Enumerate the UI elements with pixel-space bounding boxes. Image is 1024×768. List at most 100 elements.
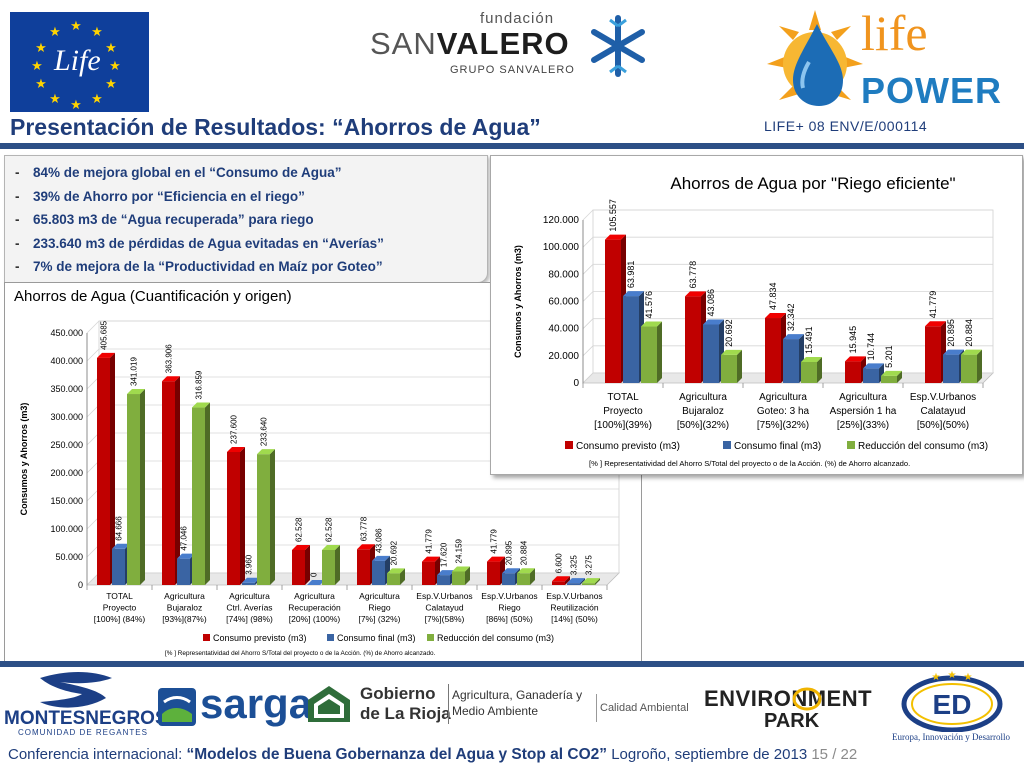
bar-0-1 <box>623 296 639 383</box>
sarga-emblem-icon <box>158 688 196 726</box>
legend-swatch <box>723 441 731 449</box>
category-label: Agricultura <box>164 591 205 601</box>
data-label: 63.778 <box>688 261 698 289</box>
category-label: [86%] (50%) <box>486 614 533 624</box>
bar-top-0-0 <box>97 352 115 358</box>
fundacion-name: SANVALERO <box>370 26 570 62</box>
bullet-dash: - <box>15 235 20 251</box>
legend-label: Reducción del consumo (m3) <box>858 441 988 452</box>
bar-top-3-0 <box>292 544 310 550</box>
bullet-text: 65.803 m3 de “Agua recuperada” para rieg… <box>33 212 314 228</box>
category-label: Calatayud <box>425 603 464 613</box>
fundacion-group-text: GRUPO SANVALERO <box>450 64 575 76</box>
bar-3-0 <box>845 361 861 383</box>
legend-label: Consumo previsto (m3) <box>576 441 680 452</box>
bar-top-3-1 <box>863 363 884 369</box>
data-label: 0 <box>310 572 319 577</box>
gridline <box>582 236 993 248</box>
svg-text:★: ★ <box>49 91 61 106</box>
legend-swatch <box>327 634 334 641</box>
y-axis-label: Consumos y Ahorros (m3) <box>19 403 29 516</box>
key-result-item: -39% de Ahorro por “Eficiencia en el rie… <box>15 185 487 209</box>
category-label: Agricultura <box>679 392 727 403</box>
data-label: 63.981 <box>626 261 636 289</box>
agricultura-line-1: Agricultura, Ganadería y <box>452 688 583 702</box>
data-label: 405.685 <box>100 320 109 349</box>
bar-top-0-0 <box>605 234 626 240</box>
bar-6-0 <box>487 561 500 585</box>
y-tick-label: 20.000 <box>548 351 579 362</box>
bar-4-0 <box>357 549 370 585</box>
y-tick-label: 300.000 <box>50 412 83 422</box>
category-label: Esp.V.Urbanos <box>416 591 472 601</box>
y-tick-label: 250.000 <box>50 440 83 450</box>
category-label: Proyecto <box>603 406 643 417</box>
bar-top-5-1 <box>437 570 455 576</box>
bullet-text: 84% de mejora global en el “Consumo de A… <box>33 165 342 180</box>
bar-top-4-1 <box>372 555 390 561</box>
key-result-item: -84% de mejora global en el “Consumo de … <box>15 161 487 185</box>
y-tick-label: 40.000 <box>548 324 579 335</box>
bar-side-3-2 <box>335 544 340 585</box>
bar-top-7-1 <box>567 578 585 584</box>
chart-footnote: [% ] Representatividad del Ahorro S/Tota… <box>165 650 436 657</box>
y-tick-label: 150.000 <box>50 496 83 506</box>
bar-1-1 <box>703 324 719 383</box>
category-label: TOTAL <box>607 392 639 403</box>
gobierno-line-2: de La Rioja <box>360 704 451 723</box>
bar-1-1 <box>177 558 190 585</box>
bar-top-0-2 <box>641 321 662 327</box>
bar-2-2 <box>257 454 270 585</box>
gridline <box>582 318 993 329</box>
bar-0-0 <box>605 239 621 383</box>
bar-top-1-0 <box>685 291 706 297</box>
category-label: [7%] (32%) <box>358 614 400 624</box>
y-tick-label: 120.000 <box>543 215 580 226</box>
bar-top-3-0 <box>845 356 866 362</box>
category-label: [93%](87%) <box>162 614 207 624</box>
data-label: 32.342 <box>786 304 796 332</box>
svg-text:★: ★ <box>105 76 117 91</box>
bar-top-0-1 <box>623 291 644 297</box>
legend-label: Reducción del consumo (m3) <box>437 633 554 643</box>
category-label: Goteo: 3 ha <box>757 406 810 417</box>
svg-text:★: ★ <box>932 672 941 683</box>
bar-top-2-1 <box>242 577 260 583</box>
data-label: 47.834 <box>768 282 778 310</box>
y-tick-label: 100.000 <box>50 524 83 534</box>
data-label: 233.640 <box>260 417 269 446</box>
legend-swatch <box>847 441 855 449</box>
data-label: 237.600 <box>230 414 239 443</box>
bar-side-1-2 <box>205 402 210 585</box>
bar-side-7-2 <box>595 578 600 585</box>
data-label: 316.859 <box>195 370 204 399</box>
category-label: Riego <box>498 603 520 613</box>
data-label: 47.046 <box>180 526 189 551</box>
bar-side-6-2 <box>530 568 535 585</box>
chart-cuantificacion-origen: Ahorros de Agua (Cuantificación y origen… <box>14 288 620 657</box>
conference-location: Logroño, septiembre de 2013 <box>607 746 812 763</box>
y-tick-label: 0 <box>78 580 83 590</box>
bar-7-0 <box>552 581 565 585</box>
bar-side-2-2 <box>270 449 275 585</box>
bullet-dash: - <box>15 165 20 180</box>
bar-top-1-2 <box>721 349 742 355</box>
data-label: 20.884 <box>520 540 529 565</box>
chart-footnote: [% ] Representatividad del Ahorro S/Tota… <box>589 459 910 468</box>
gobierno-la-rioja-logo: Gobierno de La Rioja Agricultura, Ganade… <box>304 668 594 744</box>
bar-top-4-1 <box>943 349 964 355</box>
bar-side-3-0 <box>305 544 310 585</box>
data-label: 41.576 <box>644 291 654 319</box>
bar-top-1-1 <box>177 553 195 559</box>
bullet-dash: - <box>15 188 20 204</box>
bullet-dash: - <box>15 259 20 275</box>
environment-park-ring-icon <box>792 687 822 711</box>
bar-2-0 <box>765 318 781 383</box>
category-label: Agricultura <box>759 392 807 403</box>
category-label: Calatayud <box>920 406 965 417</box>
bar-side-2-2 <box>817 356 822 383</box>
montesnegros-logo: MONTESNEGROS COMUNIDAD DE REGANTES <box>2 668 168 744</box>
data-label: 20.884 <box>964 319 974 347</box>
category-label: [7%](58%) <box>425 614 465 624</box>
gridline <box>86 320 619 334</box>
